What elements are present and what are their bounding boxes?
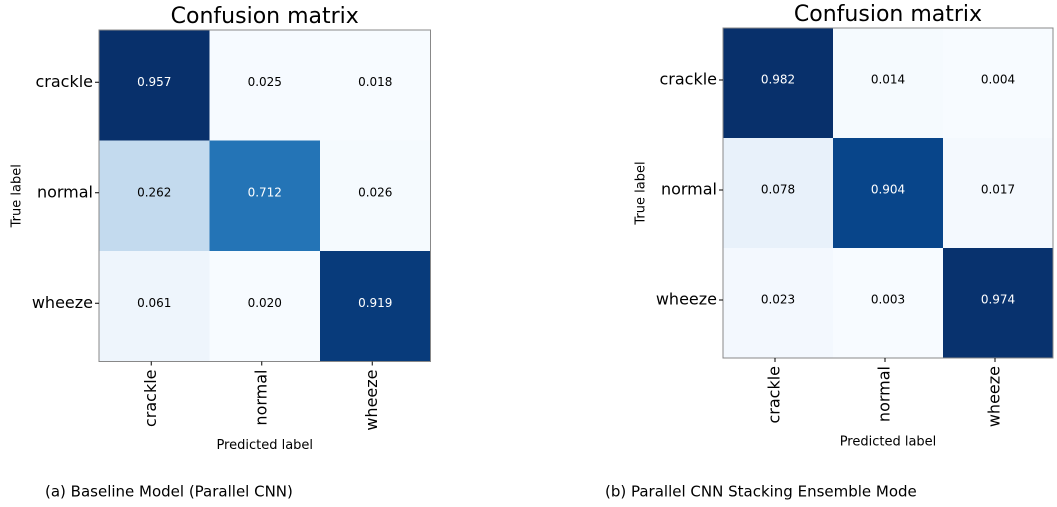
heatmap-cell — [723, 248, 834, 359]
cell-label: 0.982 — [761, 73, 795, 87]
heatmap-cell — [320, 30, 431, 141]
y-axis-label: True label — [10, 164, 25, 228]
cell-label: 0.018 — [358, 75, 392, 89]
cell-label: 0.904 — [871, 183, 905, 197]
heatmap-cell — [833, 138, 944, 249]
x-tick-label: wheeze — [362, 370, 381, 431]
heatmap-cell — [723, 28, 834, 139]
heatmap-cell — [943, 248, 1054, 359]
cell-label: 0.061 — [137, 296, 171, 310]
x-tick-label: crackle — [141, 370, 160, 428]
heatmap-cell — [209, 30, 321, 141]
y-tick-label: wheeze — [656, 290, 717, 309]
x-tick-label: normal — [875, 366, 894, 422]
cell-label: 0.262 — [137, 185, 171, 199]
y-tick-label: crackle — [35, 72, 93, 91]
heatmap-cell — [320, 140, 431, 252]
heatmap-cell — [943, 138, 1054, 249]
cell-label: 0.957 — [137, 75, 171, 89]
cell-label: 0.014 — [871, 73, 905, 87]
heatmap-cell — [99, 140, 210, 252]
plot-frame — [98, 29, 431, 362]
heatmap-cell — [943, 28, 1054, 139]
caption: (a) Baseline Model (Parallel CNN) — [45, 483, 293, 501]
cell-label: 0.004 — [981, 73, 1015, 87]
cell-label: 0.003 — [871, 293, 905, 307]
plot-frame — [722, 27, 1054, 359]
heatmap-cell — [833, 248, 944, 359]
x-axis-label: Predicted label — [216, 438, 313, 453]
y-tick-label: crackle — [659, 70, 717, 89]
heatmap-cell — [209, 251, 321, 362]
cell-label: 0.712 — [248, 185, 282, 199]
cell-label: 0.078 — [761, 183, 795, 197]
cell-label: 0.020 — [248, 296, 282, 310]
cell-label: 0.023 — [761, 293, 795, 307]
heatmap-cell — [723, 138, 834, 249]
x-tick-label: crackle — [765, 366, 784, 424]
y-tick-label: wheeze — [32, 293, 93, 312]
heatmap-cell — [209, 140, 321, 252]
heatmap-cell — [99, 251, 210, 362]
cell-label: 0.919 — [358, 296, 392, 310]
cell-label: 0.026 — [358, 185, 392, 199]
cell-label: 0.017 — [981, 183, 1015, 197]
chart-title: Confusion matrix — [794, 2, 982, 27]
heatmap-cell — [320, 251, 431, 362]
chart-title: Confusion matrix — [171, 4, 359, 29]
cell-label: 0.974 — [981, 293, 1015, 307]
y-axis-label: True label — [634, 161, 649, 225]
x-tick-label: normal — [251, 370, 270, 426]
x-tick-label: wheeze — [985, 366, 1004, 427]
y-tick-label: normal — [661, 180, 717, 199]
heatmap-cell — [833, 28, 944, 139]
caption: (b) Parallel CNN Stacking Ensemble Mode — [605, 483, 917, 501]
y-tick-label: normal — [37, 182, 93, 201]
heatmap-cell — [99, 30, 210, 141]
x-axis-label: Predicted label — [840, 435, 937, 450]
cell-label: 0.025 — [248, 75, 282, 89]
